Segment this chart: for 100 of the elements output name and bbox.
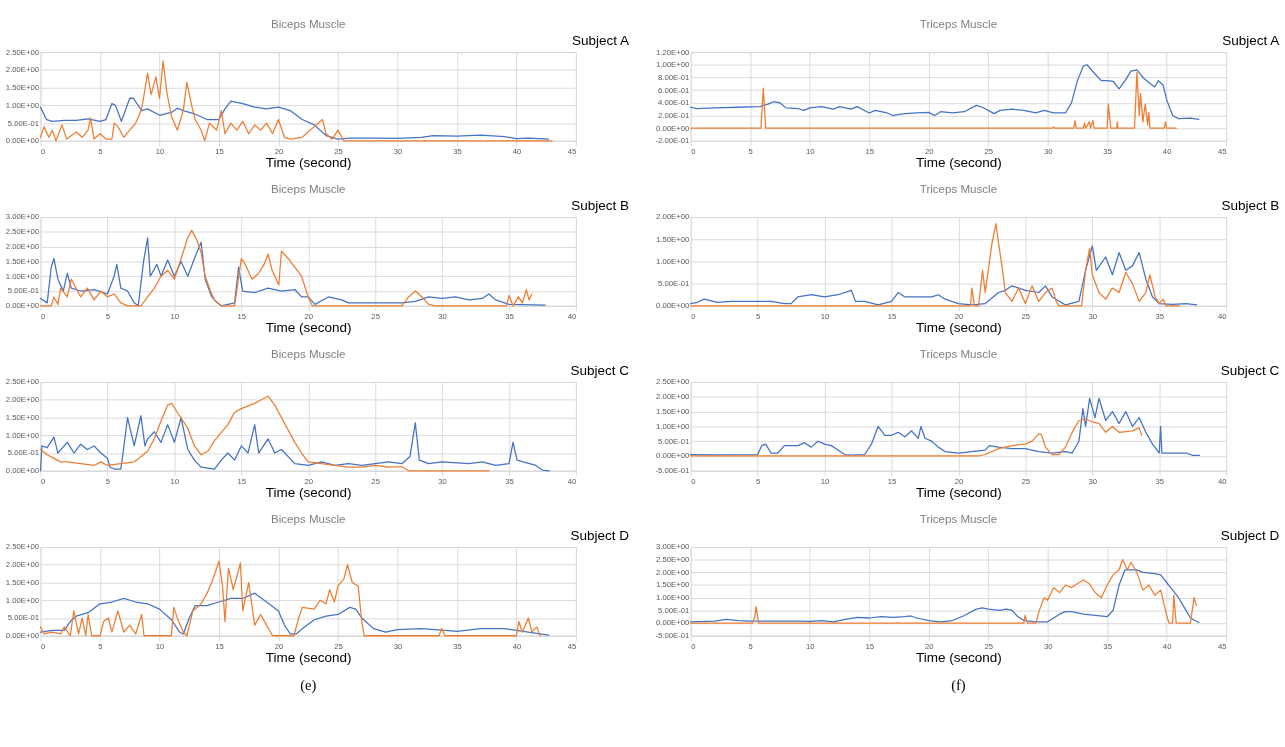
x-tick-label: 20 xyxy=(304,476,313,486)
x-tick-label: 10 xyxy=(805,641,815,651)
x-tick-label: 35 xyxy=(1155,311,1164,321)
y-tick-label: 2.00E+00 xyxy=(5,65,40,75)
x-axis-title: Time (second) xyxy=(916,320,1002,336)
x-tick-label: 30 xyxy=(393,146,403,156)
x-tick-label: 35 xyxy=(505,311,514,321)
y-tick-label: 3.00E+00 xyxy=(5,212,40,222)
y-tick-label: 1.00E+00 xyxy=(5,100,40,110)
x-tick-label: 0 xyxy=(691,476,696,486)
y-tick-label: 8.00E-01 xyxy=(658,72,690,82)
x-tick-label: 45 xyxy=(567,641,577,651)
x-tick-label: 35 xyxy=(505,476,514,486)
x-tick-label: 0 xyxy=(41,476,46,486)
y-tick-label: 3.00E+00 xyxy=(656,542,690,552)
x-tick-label: 5 xyxy=(748,641,753,651)
y-tick-label: 1.50E+00 xyxy=(5,256,40,266)
x-tick-label: 15 xyxy=(865,641,874,651)
x-tick-label: 15 xyxy=(215,641,224,651)
x-tick-label: 25 xyxy=(371,311,380,321)
x-tick-label: 30 xyxy=(1088,311,1098,321)
x-tick-label: 40 xyxy=(512,146,522,156)
line-series xyxy=(690,397,1201,457)
x-tick-label: 5 xyxy=(105,476,111,486)
line-series xyxy=(690,245,1198,306)
y-tick-label: 2.00E+00 xyxy=(5,560,40,570)
x-tick-label: 35 xyxy=(453,146,462,156)
x-tick-label: 45 xyxy=(567,146,577,156)
y-tick-label: 5.00E-01 xyxy=(7,286,40,296)
chart-title: Biceps Muscle xyxy=(270,512,346,525)
x-axis-title: Time (second) xyxy=(265,320,352,336)
x-tick-label: 25 xyxy=(1021,311,1031,321)
x-tick-label: 40 xyxy=(567,476,577,486)
x-tick-label: 45 xyxy=(1218,641,1227,651)
y-tick-label: 5.00E-01 xyxy=(7,613,40,623)
x-axis-title: Time (second) xyxy=(265,650,352,666)
line-series xyxy=(39,560,541,637)
x-tick-label: 10 xyxy=(155,146,165,156)
x-tick-label: 20 xyxy=(924,146,934,156)
y-tick-label: 1.20E+00 xyxy=(656,47,690,57)
y-tick-label: 2.50E+00 xyxy=(5,542,40,552)
y-tick-label: 4.00E-01 xyxy=(658,98,690,108)
x-tick-label: 20 xyxy=(954,311,964,321)
x-axis-title: Time (second) xyxy=(916,155,1002,171)
y-tick-label: 2.00E+00 xyxy=(5,395,40,405)
y-tick-label: 1.50E+00 xyxy=(656,580,690,590)
y-tick-label: 1.00E+00 xyxy=(5,595,40,605)
y-tick-label: -2.00E-01 xyxy=(655,136,690,146)
x-tick-label: 5 xyxy=(105,311,111,321)
x-tick-label: 0 xyxy=(691,146,696,156)
line-series xyxy=(39,60,553,142)
y-tick-label: 5.00E-01 xyxy=(7,118,40,128)
x-tick-label: 20 xyxy=(304,311,313,321)
text: Subject A xyxy=(1222,33,1280,49)
x-tick-label: 10 xyxy=(170,311,180,321)
x-tick-label: 40 xyxy=(567,311,577,321)
x-tick-label: 10 xyxy=(805,146,815,156)
y-tick-label: 1.50E+00 xyxy=(656,234,690,244)
x-tick-label: 40 xyxy=(1162,641,1172,651)
x-tick-label: 25 xyxy=(334,641,343,651)
x-tick-label: 25 xyxy=(984,641,993,651)
x-axis-title: Time (second) xyxy=(265,155,352,171)
y-tick-label: 2.00E+00 xyxy=(656,212,690,222)
x-tick-label: 15 xyxy=(887,311,897,321)
x-tick-label: 30 xyxy=(393,641,403,651)
x-tick-label: 30 xyxy=(1088,476,1098,486)
y-tick-label: 1.00E+00 xyxy=(656,421,690,431)
x-tick-label: 25 xyxy=(1021,476,1031,486)
chart-title: Triceps Muscle xyxy=(919,512,998,525)
x-tick-label: 0 xyxy=(691,641,696,651)
y-tick-label: 2.00E+00 xyxy=(5,242,40,252)
chart-title: Biceps Muscle xyxy=(270,182,346,195)
y-tick-label: 2.50E+00 xyxy=(656,555,690,565)
y-tick-label: 0.00E+00 xyxy=(5,631,40,641)
line-series xyxy=(39,592,550,636)
x-tick-label: 20 xyxy=(274,641,284,651)
chart-title: Triceps Muscle xyxy=(919,182,998,195)
y-tick-label: -5.00E-01 xyxy=(655,631,690,641)
y-tick-label: 2.50E+00 xyxy=(5,47,40,57)
text: Subject D xyxy=(1220,528,1280,544)
x-tick-label: 15 xyxy=(215,146,224,156)
y-tick-label: 0.00E+00 xyxy=(5,466,40,476)
x-tick-label: 20 xyxy=(954,476,964,486)
x-axis-title: Time (second) xyxy=(916,650,1002,666)
line-series xyxy=(690,418,1143,457)
x-tick-label: 25 xyxy=(984,146,993,156)
line-series xyxy=(690,64,1200,120)
x-tick-label: 10 xyxy=(155,641,165,651)
x-tick-label: 10 xyxy=(170,476,180,486)
x-tick-label: 30 xyxy=(438,476,447,486)
y-tick-label: 5.00E-01 xyxy=(658,436,690,446)
x-tick-label: 35 xyxy=(1155,476,1164,486)
x-tick-label: 35 xyxy=(453,641,462,651)
x-tick-label: 10 xyxy=(820,311,830,321)
x-tick-label: 0 xyxy=(41,641,46,651)
x-tick-label: 20 xyxy=(924,641,934,651)
line-series xyxy=(690,223,1180,307)
y-tick-label: 1.50E+00 xyxy=(5,577,40,587)
x-tick-label: 25 xyxy=(371,476,380,486)
y-tick-label: 6.00E-01 xyxy=(658,85,690,95)
